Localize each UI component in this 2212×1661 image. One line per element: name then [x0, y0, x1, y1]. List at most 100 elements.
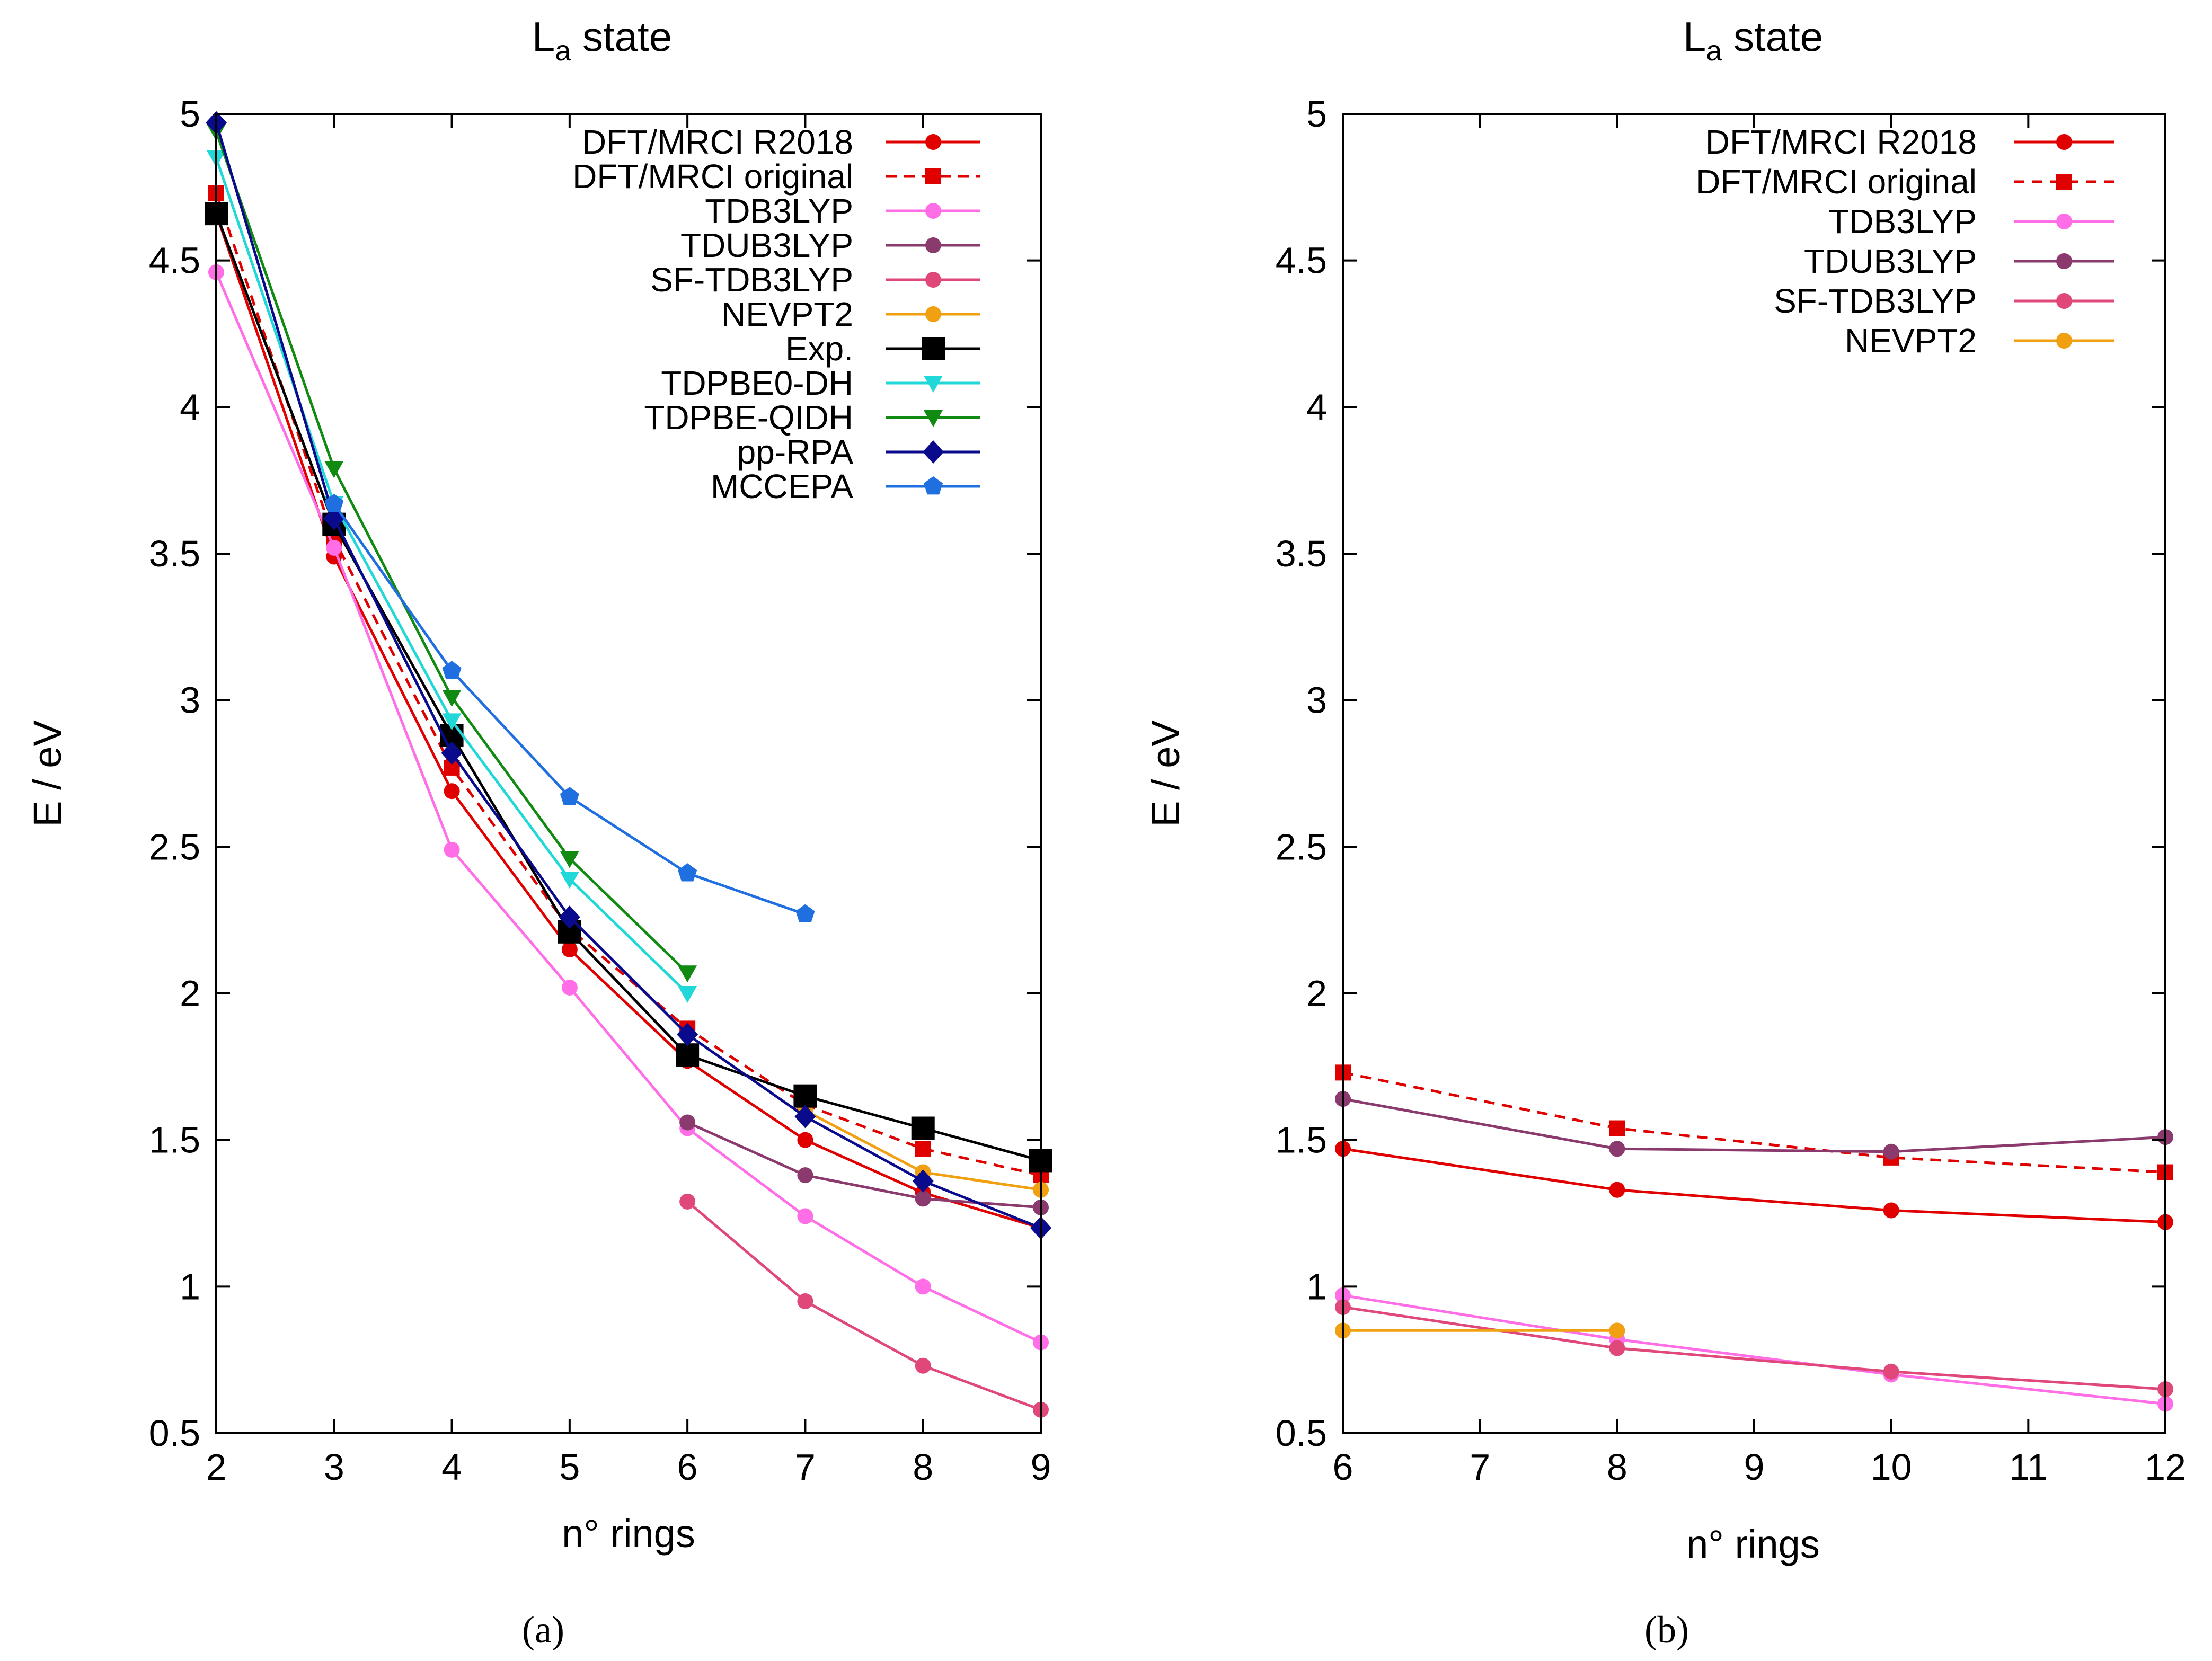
data-point-tdb3lyp-a [915, 1278, 931, 1295]
caption-a: (a) [522, 1609, 564, 1651]
legend-label: DFT/MRCI R2018 [1705, 123, 1977, 161]
data-point-tdb3lyp-a [797, 1208, 813, 1224]
y-tick-label-b: 4.5 [1276, 240, 1327, 281]
legend-item-tdb3lyp-b: TDB3LYP [1828, 202, 2114, 241]
legend-item-nevpt2-b: NEVPT2 [1845, 322, 2114, 360]
series-line-tdb3lyp-a [215, 271, 1042, 1344]
data-point-dft-mrci-r2018-b [1883, 1202, 1899, 1219]
series-nevpt2-b [1335, 1322, 1625, 1339]
data-point-pp-rpa-a [912, 1169, 934, 1193]
y-tick-label-b: 5 [1306, 93, 1327, 135]
legend-swatch-marker [2056, 253, 2072, 269]
data-point-mccepa-a [560, 787, 579, 805]
legend-swatch-marker [2056, 333, 2072, 349]
data-point-mccepa-a [324, 493, 344, 512]
y-axis-label-a: E / eV [25, 720, 69, 827]
series-line-tdpbe0-dh-a [215, 157, 688, 994]
data-point-mccepa-a [442, 661, 462, 679]
legend-label: SF-TDB3LYP [1774, 282, 1977, 320]
y-tick-label-a: 2.5 [149, 826, 200, 867]
y-tick-label-a: 3 [180, 680, 200, 721]
data-point-tdub3lyp-a [915, 1191, 931, 1207]
legend-swatch-marker [925, 134, 941, 150]
legend-item-exp-a: Exp. [785, 330, 980, 368]
data-point-exp-a [793, 1084, 817, 1108]
series-line-dft-mrci-r2018-a [215, 213, 1041, 1230]
x-tick-label-b: 10 [1871, 1446, 1912, 1488]
data-point-pp-rpa-a [441, 741, 463, 765]
legend-swatch-marker [924, 410, 943, 427]
legend-item-pp-rpa-a: pp-RPA [737, 433, 980, 471]
series-line-exp-a [215, 213, 1041, 1162]
data-point-tdub3lyp-a [797, 1167, 813, 1184]
legend-item-sf-tdb3lyp-a: SF-TDB3LYP [650, 261, 980, 299]
legend-label: TDPBE-QIDH [644, 398, 853, 437]
x-tick-label-b: 11 [2009, 1446, 2048, 1488]
x-tick-label-a: 9 [1031, 1446, 1051, 1488]
data-point-dft-mrci-original-b [1609, 1120, 1625, 1136]
legend-label: DFT/MRCI R2018 [582, 123, 853, 161]
y-tick-label-a: 4.5 [149, 240, 200, 281]
legend-swatch-marker [925, 272, 941, 288]
series-line-tdub3lyp-a [687, 1121, 1041, 1209]
x-axis-label-b: n° rings [1686, 1522, 1820, 1566]
y-tick-label-a: 5 [180, 93, 200, 135]
legend-item-nevpt2-a: NEVPT2 [721, 295, 980, 333]
chart-title-a: La state [532, 13, 672, 67]
y-tick-label-a: 0.5 [149, 1413, 200, 1454]
series-line-dft-mrci-r2018-b [1342, 1147, 2166, 1224]
series-line-dft-mrci-original-a [215, 192, 1041, 1177]
data-point-tdb3lyp-a [444, 841, 460, 858]
data-point-tdb3lyp-a [326, 539, 342, 556]
caption-b: (b) [1644, 1609, 1689, 1651]
legend-swatch-marker [925, 237, 941, 253]
legend-item-mccepa-a: MCCEPA [711, 467, 980, 505]
data-point-sf-tdb3lyp-a [915, 1357, 931, 1374]
data-point-tdb3lyp-a [561, 979, 578, 996]
data-point-mccepa-a [678, 863, 697, 882]
y-tick-label-a: 1 [180, 1266, 200, 1307]
legend-label: DFT/MRCI original [572, 157, 853, 196]
x-tick-label-b: 12 [2145, 1446, 2186, 1488]
data-point-pp-rpa-a [794, 1105, 816, 1129]
data-point-tdpbe-qidh-a [678, 965, 697, 983]
legend-label: NEVPT2 [1845, 322, 1977, 360]
x-axis-label-a: n° rings [562, 1512, 695, 1556]
legend-label: SF-TDB3LYP [650, 261, 853, 299]
y-axis-label-b: E / eV [1144, 720, 1188, 827]
legend-item-dft-mrci-original-a: DFT/MRCI original [572, 157, 980, 196]
series-dft-mrci-original-b [1335, 1064, 2173, 1180]
data-point-tdpbe0-dh-a [678, 986, 697, 1003]
plot-frame-b [1342, 113, 2166, 1434]
y-tick-label-b: 0.5 [1276, 1413, 1327, 1454]
legend-label: TDB3LYP [1828, 202, 1977, 241]
y-tick-label-a: 4 [180, 386, 200, 428]
series-line-sf-tdb3lyp-a [686, 1200, 1041, 1411]
series-line-tdub3lyp-b [1342, 1097, 2166, 1153]
chart-title-b: La state [1683, 13, 1823, 67]
data-point-dft-mrci-r2018-a [797, 1132, 813, 1148]
data-point-pp-rpa-a [559, 905, 580, 929]
x-tick-label-a: 5 [559, 1446, 580, 1488]
legend-swatch-marker [2056, 134, 2072, 150]
data-point-sf-tdb3lyp-a [797, 1293, 813, 1309]
y-tick-label-a: 1.5 [149, 1120, 200, 1161]
data-point-nevpt2-b [1609, 1322, 1625, 1339]
series-line-dft-mrci-original-b [1342, 1071, 2166, 1174]
legend-label: pp-RPA [737, 433, 854, 471]
data-point-tdpbe-qidh-a [560, 851, 579, 868]
legend-item-tdb3lyp-a: TDB3LYP [705, 192, 980, 230]
series-line-pp-rpa-a [215, 122, 1041, 1230]
series-tdub3lyp-b [1335, 1091, 2173, 1160]
data-point-exp-a [676, 1043, 700, 1067]
y-tick-label-a: 2 [180, 973, 200, 1014]
x-tick-label-a: 6 [677, 1446, 698, 1488]
legend-label: TDUB3LYP [680, 226, 853, 264]
series-dft-mrci-r2018-b [1335, 1141, 2173, 1230]
series-mccepa-a [324, 493, 815, 922]
data-point-tdpbe-qidh-a [442, 690, 462, 707]
series-tdpbe0-dh-a [207, 150, 697, 1003]
y-tick-label-b: 2 [1306, 973, 1327, 1014]
series-tdub3lyp-a [679, 1114, 1049, 1215]
